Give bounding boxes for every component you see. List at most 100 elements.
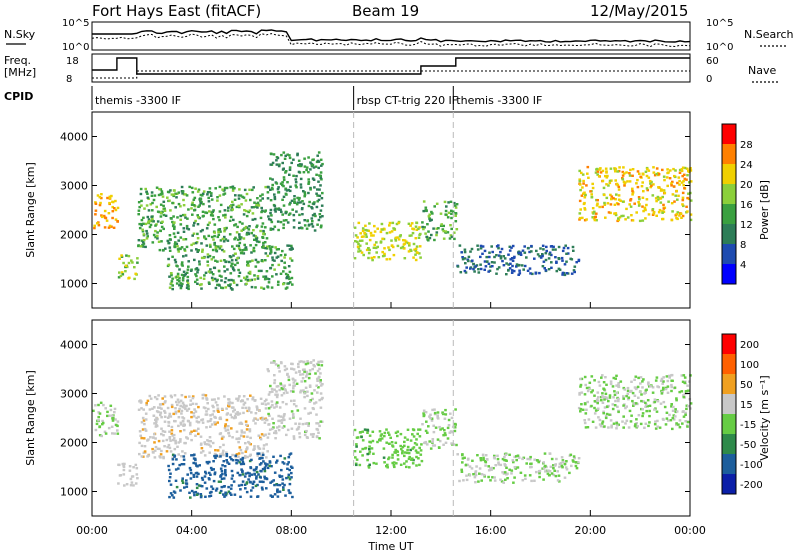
vel-cell-4 [278, 388, 281, 392]
power-cell-5 [383, 228, 386, 231]
vel-cell-2 [211, 413, 214, 416]
vel-cell-7 [530, 462, 533, 465]
vel-cell-7 [533, 458, 536, 461]
power-cell-8 [594, 171, 598, 174]
vel-cell-8 [671, 416, 675, 420]
power-cell-5 [385, 258, 389, 261]
vel-cell-3 [209, 494, 213, 497]
power-cell-2 [145, 190, 148, 193]
vel-cell-2 [214, 449, 217, 452]
vel-cell-8 [602, 410, 605, 413]
power-cell-2 [239, 194, 243, 197]
vel-cell-6 [422, 414, 426, 417]
power-cell-3 [262, 275, 265, 278]
vel-cell-4 [269, 405, 273, 409]
power-cell-2 [201, 194, 204, 197]
power-cell-4 [313, 229, 317, 232]
vel-cell-2 [231, 406, 234, 409]
vel-cell-2 [146, 399, 150, 402]
power-cell-4 [277, 191, 280, 194]
power-cell-7 [470, 247, 474, 251]
cpid-segments: themis -3300 IF rbsp CT-trig 220 IFthemis… [91, 86, 542, 110]
vel-cell-8 [605, 412, 609, 416]
vel-cell-5 [396, 453, 400, 457]
power-cell-4 [310, 217, 314, 220]
vel-cell-3 [251, 482, 255, 485]
vel-cell-4 [288, 383, 291, 387]
power-cell-7 [561, 271, 565, 275]
power-cell-8 [675, 216, 678, 220]
vel-cell-3 [273, 471, 277, 474]
power-cell-7 [509, 258, 512, 261]
power-cell-5 [367, 229, 370, 232]
vel-cell-1 [134, 482, 138, 485]
vel-cell-7 [562, 460, 565, 464]
power-cell-2 [155, 205, 158, 209]
vel-cell-2 [183, 441, 186, 445]
power-cell-2 [147, 218, 151, 221]
vel-cell-3 [232, 480, 236, 483]
vel-cell-4 [274, 393, 277, 396]
vel-cell-2 [199, 435, 203, 438]
vel-cell-7 [548, 452, 552, 455]
power-cell-2 [190, 203, 194, 206]
vel-cell-7 [564, 466, 568, 469]
vel-cell-8 [643, 426, 646, 429]
vel-cell-6 [426, 431, 429, 434]
power-cell-7 [510, 257, 514, 260]
power-cell-2 [141, 228, 144, 231]
power-cell-3 [198, 260, 201, 263]
power-cell-4 [269, 188, 272, 191]
vel-cell-2 [140, 421, 144, 424]
power-cell-7 [563, 273, 567, 277]
vel-cell-8 [630, 380, 633, 383]
power-cell-6 [423, 226, 426, 229]
power-cell-3 [196, 282, 199, 285]
vel-cell-6 [443, 432, 447, 435]
power-cell-4 [313, 201, 316, 204]
vel-cell-8 [611, 385, 615, 388]
power-cell-2 [241, 228, 245, 231]
vel-cell-2 [234, 455, 238, 459]
vel-cell-3 [168, 476, 172, 479]
power-cell-3 [187, 287, 190, 291]
vel-cell-3 [219, 474, 223, 477]
vel-cell-4 [278, 425, 281, 428]
power-cell-7 [505, 273, 508, 276]
power-cell-5 [370, 256, 373, 260]
vel-cell-3 [213, 454, 216, 458]
power-cell-2 [222, 193, 225, 196]
power-cell-8 [599, 167, 602, 170]
power-cell-2 [160, 190, 164, 193]
power-cell-3 [286, 273, 290, 277]
power-cell-4 [319, 171, 323, 174]
vel-cell-4 [292, 384, 295, 387]
vel-cell-2 [160, 427, 163, 430]
power-cell-8 [644, 170, 648, 173]
power-cell-5 [414, 225, 418, 228]
power-cell-2 [169, 209, 172, 212]
vel-cell-8 [622, 404, 625, 407]
vel-cell-8 [604, 415, 608, 418]
power-cell-6 [435, 231, 439, 234]
power-cell-3 [178, 268, 181, 271]
vel-cell-4 [271, 427, 274, 431]
vel-cell-5 [356, 436, 360, 439]
power-cell-3 [241, 249, 245, 252]
vel-cell-8 [587, 418, 591, 421]
power-cell-8 [641, 196, 645, 199]
vel-cell-6 [455, 443, 458, 447]
vel-cell-4 [309, 411, 312, 415]
power-cell-2 [205, 211, 209, 215]
power-cell-4 [273, 196, 277, 199]
power-cell-2 [235, 205, 239, 209]
vel-cell-8 [598, 384, 602, 387]
vel-cell-7 [552, 473, 556, 477]
power-cell-4 [299, 177, 303, 181]
vel-cell-7 [536, 459, 539, 462]
power-cell-3 [253, 274, 256, 277]
vel-cell-8 [684, 413, 687, 416]
power-cell-8 [621, 174, 625, 177]
power-cell-4 [284, 170, 288, 173]
power-cell-8 [673, 200, 676, 203]
